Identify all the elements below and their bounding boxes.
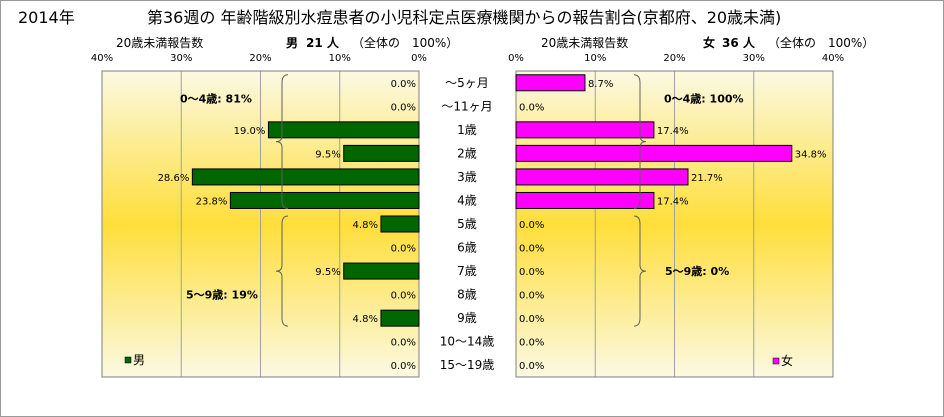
male-group-label-0-4: 0～4歳: 81% (180, 91, 252, 105)
male-data-label: 9.5% (315, 267, 340, 278)
left-x-tick-label: 10% (329, 53, 351, 64)
female-data-label: 0.0% (519, 361, 544, 372)
male-data-label: 4.8% (353, 220, 378, 231)
male-data-label: 4.8% (353, 314, 378, 325)
year-label: 2014年 (18, 8, 75, 27)
male-legend-label: 男 (133, 353, 145, 367)
male-bar (380, 215, 420, 233)
male-bar (343, 262, 420, 280)
right-x-tick-label: 20% (663, 53, 685, 64)
age-category-label: 9歳 (457, 311, 477, 325)
age-category-label: 3歳 (457, 170, 477, 184)
age-category-label: 10～14歳 (440, 335, 495, 349)
male-data-label: 28.6% (158, 173, 190, 184)
right-brace-0-4 (633, 74, 647, 209)
left-brace-5-9 (275, 215, 289, 327)
female-bar (515, 74, 586, 92)
right-x-tick-label: 10% (584, 53, 606, 64)
age-category-label: ～5ヶ月 (445, 76, 489, 90)
right-caption: 20歳未満報告数 (541, 36, 629, 50)
female-data-label: 17.4% (657, 196, 689, 207)
right-share: （全体の 100%） (768, 36, 875, 50)
female-data-label: 0.0% (519, 291, 544, 302)
male-group-label-5-9: 5～9歳: 19% (186, 288, 258, 302)
age-category-label: 4歳 (457, 193, 477, 207)
right-count: 36 人 (722, 36, 755, 50)
female-data-label: 0.0% (519, 244, 544, 255)
age-category-label: 8歳 (457, 288, 477, 302)
left-sex-label: 男 (286, 36, 299, 50)
chart-title: 第36週の 年齢階級別水痘患者の小児科定点医療機関からの報告割合(京都府、20歳… (147, 8, 782, 27)
right-plot-border (515, 70, 834, 378)
male-data-label: 0.0% (391, 361, 416, 372)
male-data-label: 0.0% (391, 79, 416, 90)
female-group-label-0-4: 0～4歳: 100% (664, 91, 744, 105)
age-category-label: 1歳 (457, 123, 477, 137)
male-data-label: 19.0% (234, 126, 266, 137)
female-bar (515, 144, 793, 162)
female-data-label: 0.0% (519, 102, 544, 113)
left-brace-0-4 (275, 74, 289, 209)
age-category-label: 2歳 (457, 146, 477, 160)
age-category-label: 15～19歳 (440, 358, 495, 372)
male-bar (229, 191, 420, 209)
male-bar (191, 168, 420, 186)
male-bar (343, 144, 420, 162)
male-bar (267, 121, 420, 139)
female-bar (515, 121, 655, 139)
male-data-label: 0.0% (391, 102, 416, 113)
left-caption: 20歳未満報告数 (116, 36, 204, 50)
female-legend-swatch (772, 357, 780, 365)
female-data-label: 21.7% (691, 173, 723, 184)
male-data-label: 9.5% (315, 149, 340, 160)
left-x-tick-label: 30% (170, 53, 192, 64)
age-category-label: 6歳 (457, 241, 477, 255)
right-x-tick-label: 30% (743, 53, 765, 64)
female-legend-label: 女 (781, 353, 793, 368)
male-data-label: 0.0% (391, 244, 416, 255)
female-group-label-5-9: 5～9歳: 0% (665, 264, 729, 278)
male-data-label: 0.0% (391, 338, 416, 349)
left-share: （全体の 100%） (352, 36, 459, 50)
female-data-label: 0.0% (519, 267, 544, 278)
male-bar (380, 309, 420, 327)
left-x-tick-label: 0% (411, 53, 427, 64)
left-x-tick-label: 40% (91, 53, 113, 64)
female-bar (515, 168, 689, 186)
female-data-label: 0.0% (519, 338, 544, 349)
right-sex-label: 女 (703, 36, 716, 50)
male-legend-swatch (124, 356, 132, 364)
female-bar (515, 191, 655, 209)
left-x-tick-label: 20% (249, 53, 271, 64)
right-brace-5-9 (633, 215, 647, 327)
female-data-label: 34.8% (795, 149, 827, 160)
female-data-label: 0.0% (519, 220, 544, 231)
male-data-label: 0.0% (391, 291, 416, 302)
age-category-label: 5歳 (457, 217, 477, 231)
age-category-label: ～11ヶ月 (441, 99, 492, 113)
left-count: 21 人 (306, 36, 339, 50)
female-data-label: 0.0% (519, 314, 544, 325)
male-data-label: 23.8% (196, 196, 228, 207)
right-x-tick-label: 0% (508, 53, 524, 64)
female-data-label: 8.7% (588, 79, 613, 90)
age-category-label: 7歳 (457, 264, 477, 278)
right-x-tick-label: 40% (822, 53, 844, 64)
female-data-label: 17.4% (657, 126, 689, 137)
